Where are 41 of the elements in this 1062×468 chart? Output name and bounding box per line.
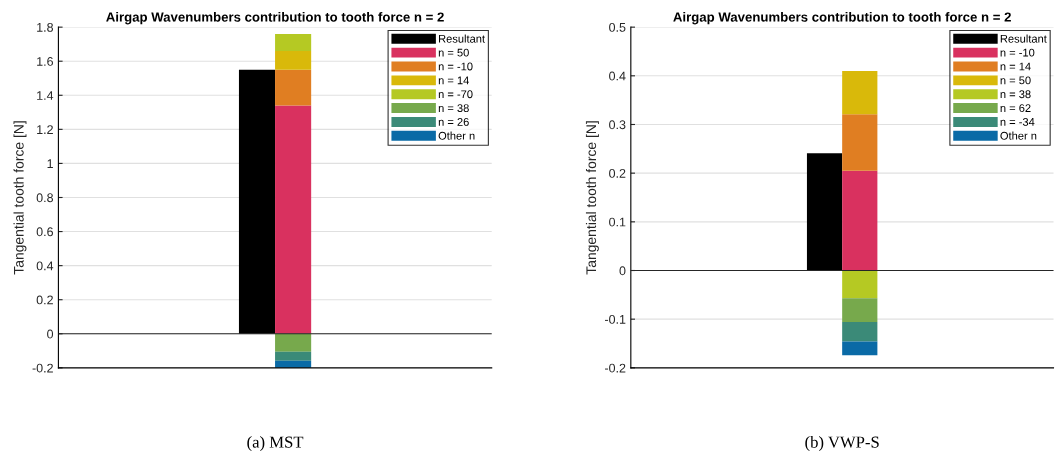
legend-label: Resultant <box>439 34 485 43</box>
legend-label: Other n <box>438 131 475 140</box>
legend-label: Resultant <box>1000 34 1047 43</box>
y-tick-label: 0.4 <box>36 261 54 271</box>
legend-label: n = 62 <box>1000 104 1031 112</box>
y-tick-label: 0.2 <box>36 295 53 305</box>
y-tick-label: 1.4 <box>37 91 54 100</box>
legend-label: n = 38 <box>438 104 469 112</box>
y-axis-title: Tangential tooth force [N] <box>13 121 27 275</box>
legend-label: n = -70 <box>438 90 473 99</box>
y-tick-label: 0.8 <box>36 193 54 203</box>
y-tick-label: 0.4 <box>609 71 626 81</box>
legend-label: n = 26 <box>438 118 469 126</box>
chart-title: Airgap Wavenumbers contribution to tooth force n = 2 <box>673 12 1011 25</box>
y-tick-label: 0.3 <box>609 120 626 130</box>
y-tick-label: -0.2 <box>32 363 53 373</box>
legend-label: n = 50 <box>1000 76 1031 85</box>
y-tick-label: -0.2 <box>604 363 626 373</box>
y-tick-label: -0.1 <box>604 314 626 324</box>
y-tick-label: 0.6 <box>36 227 53 237</box>
y-tick-label: 1 <box>47 159 53 168</box>
legend-label: n = -34 <box>1000 118 1035 126</box>
legend-label: n = 14 <box>1000 62 1031 71</box>
y-tick-label: 1.6 <box>37 57 53 66</box>
legend-label: n = 14 <box>438 76 469 85</box>
text: (a) MST <box>247 435 304 452</box>
legend-label: n = 50 <box>438 48 469 57</box>
y-tick-label: 0 <box>619 266 626 276</box>
y-tick-label: 0.2 <box>609 168 626 178</box>
legend-label: n = -10 <box>438 62 473 71</box>
y-tick-label: 1.8 <box>37 22 54 32</box>
legend-label: n = 38 <box>1000 90 1031 99</box>
chart-title: Airgap Wavenumbers contribution to tooth force n = 2 <box>106 12 444 25</box>
legend-label: Other n <box>1000 131 1037 140</box>
y-tick-label: 0.5 <box>609 22 626 32</box>
legend-label: n = -10 <box>1000 48 1035 57</box>
y-axis-title: Tangential tooth force [N] <box>585 121 599 275</box>
y-tick-label: 0.1 <box>609 217 626 227</box>
y-tick-label: 1.2 <box>37 125 53 134</box>
text: (b) VWP-S <box>805 435 879 452</box>
y-tick-label: 0 <box>47 329 54 339</box>
